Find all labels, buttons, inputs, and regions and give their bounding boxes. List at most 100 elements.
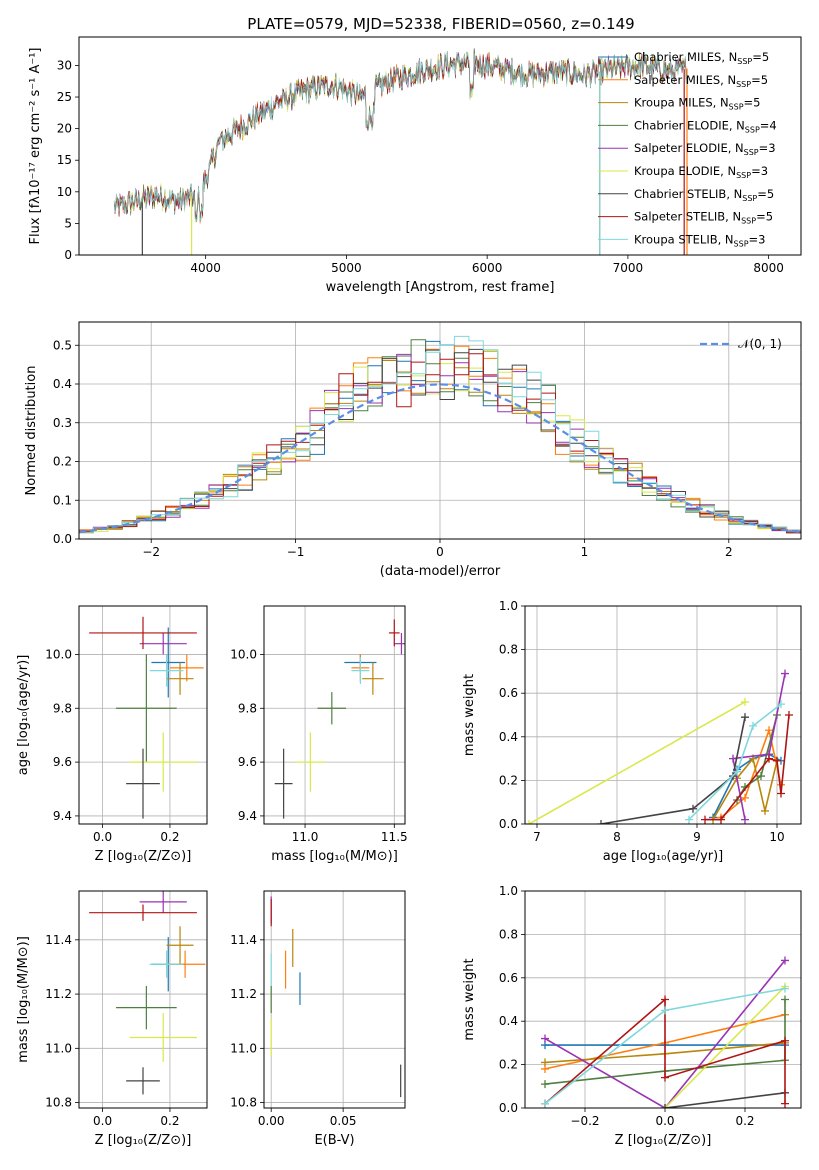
x-ticks: 7 8 9 10 (533, 606, 785, 844)
weight-series (597, 713, 749, 824)
y-tick-label: 0.4 (499, 730, 518, 744)
weight-series (729, 669, 789, 824)
plus-marker (785, 711, 793, 719)
legend-subscript: SSP (745, 125, 760, 134)
y-tick-label: 11.0 (230, 1041, 257, 1055)
legend-label-rest: =5 (756, 210, 773, 224)
y-ticks: 10.8 11.0 11.2 11.4 (230, 933, 405, 1110)
plot-area (79, 335, 801, 534)
legend: Chabrier MILES, NSSP=5 Salpeter MILES, NS… (598, 50, 777, 248)
plus-marker (761, 806, 769, 815)
legend-label: Kroupa STELIB, NSSP=3 (634, 232, 765, 248)
plus-marker (781, 995, 789, 1004)
plus-marker (541, 1080, 549, 1089)
y-tick-label: 9.8 (53, 701, 72, 715)
legend-label-rest: =3 (759, 141, 776, 155)
weight-line (688, 703, 782, 821)
legend-label-rest: =5 (757, 187, 774, 201)
x-ticks: 11.0 11.5 (292, 606, 408, 844)
plus-marker (661, 1073, 669, 1082)
plus-marker (765, 726, 773, 735)
x-tick-label: 0.0 (93, 830, 112, 844)
plus-marker (541, 1034, 549, 1043)
legend-subscript: SSP (741, 217, 756, 226)
x-tick-label: 0.2 (735, 1114, 754, 1128)
plot-area (270, 896, 402, 1098)
weight-line (600, 717, 746, 824)
y-tick-label: 9.6 (53, 755, 72, 769)
x-tick-label: 0.0 (93, 1114, 112, 1128)
x-tick-label: 4000 (190, 261, 221, 275)
x-axis-label: Z [log₁₀(Z/Z⊙)] (615, 1133, 712, 1148)
x-ticks: −2 −1 0 1 2 (142, 322, 733, 559)
y-tick-label: 9.4 (238, 809, 257, 823)
gaussian-curve (79, 383, 801, 534)
axes-frame (524, 605, 802, 825)
plus-marker (661, 1104, 669, 1108)
data-point (126, 748, 160, 819)
weight-series (541, 995, 789, 1108)
y-tick-label: 0.1 (53, 493, 72, 507)
y-axis-label: mass [log₁₀(M/M⊙)] (16, 936, 31, 1063)
x-tick-label: 10 (769, 830, 784, 844)
x-tick-label: 0.05 (330, 1114, 357, 1128)
x-axis-label: age [log₁₀(age/yr)] (603, 849, 724, 864)
axes-frame (78, 36, 802, 256)
weight-line (544, 999, 786, 1085)
x-ticks: 0.0 0.2 (93, 606, 179, 844)
legend: 𝒩(0, 1) (700, 337, 782, 351)
plus-marker (729, 754, 737, 763)
axes-frame (78, 605, 208, 825)
data-point (89, 616, 197, 650)
legend-subscript: SSP (736, 171, 751, 180)
plus-marker (777, 789, 785, 798)
plus-marker (701, 815, 709, 824)
x-axis-label: Z [log₁₀(Z/Z⊙)] (95, 849, 192, 864)
x-tick-label: 6000 (472, 261, 503, 275)
plus-marker (741, 815, 749, 824)
y-tick-label: 0.0 (499, 1101, 518, 1115)
legend-label: Salpeter MILES, NSSP=5 (634, 73, 768, 89)
x-tick-label: 11.0 (292, 830, 319, 844)
data-point (274, 748, 293, 819)
axes-frame (263, 605, 406, 825)
weight-series (541, 984, 789, 1108)
y-tick-label: 11.0 (45, 1041, 72, 1055)
plus-marker (741, 713, 749, 722)
plus-marker (689, 804, 697, 813)
x-axis-label: Z [log₁₀(Z/Z⊙)] (95, 1133, 192, 1148)
data-point (149, 950, 184, 978)
plot-area (274, 619, 405, 819)
weight-line (732, 673, 786, 820)
x-axis-label: E(B-V) (314, 1133, 354, 1148)
y-tick-label: 11.2 (230, 987, 257, 1001)
plus-marker (661, 1006, 669, 1015)
data-point (362, 662, 384, 695)
weight-series (717, 726, 785, 822)
panel-z-age: 0.0 0.2 9.4 9.6 9.8 10.0 Z [log₁₀(Z/Z⊙)] age [l… (16, 605, 208, 864)
legend-label: Kroupa MILES, NSSP=5 (634, 96, 760, 112)
x-tick-label: 7 (533, 830, 541, 844)
y-tick-label: 0.6 (499, 686, 518, 700)
y-ticks: 0 5 10 15 20 25 30 (57, 58, 79, 262)
legend-subscript: SSP (736, 80, 751, 89)
data-point (129, 1013, 197, 1062)
axes-frame (78, 890, 208, 1109)
legend-label: Chabrier MILES, NSSP=5 (634, 50, 769, 66)
y-tick-label: 0.4 (53, 377, 72, 391)
weight-line (664, 985, 786, 1108)
legend-subscript: SSP (729, 103, 744, 112)
x-tick-label: 1 (581, 545, 589, 559)
y-tick-label: 0.0 (53, 532, 72, 546)
y-tick-label: 0.2 (53, 455, 72, 469)
weight-line (664, 1092, 786, 1108)
y-axis-label: mass weight (462, 958, 477, 1040)
plus-marker (781, 956, 789, 965)
x-tick-label: 8 (613, 830, 621, 844)
y-tick-label: 25 (57, 90, 72, 104)
x-tick-label: −2 (142, 545, 160, 559)
y-tick-label: 0.3 (53, 416, 72, 430)
x-tick-label: 0.00 (258, 1114, 285, 1128)
panel-spectrum: 4000 5000 6000 7000 8000 0 5 10 15 20 25 30 waveleng… (28, 36, 802, 295)
y-tick-label: 5 (64, 216, 72, 230)
